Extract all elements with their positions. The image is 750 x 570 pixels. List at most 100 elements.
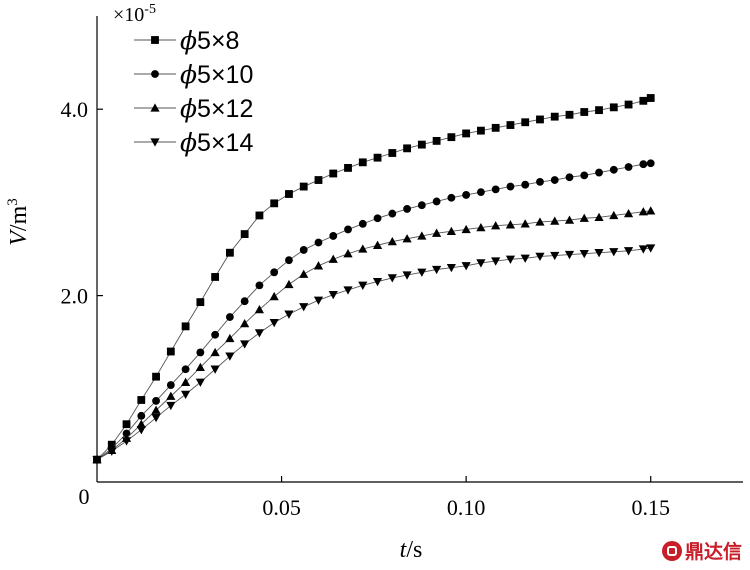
data-point: [107, 447, 117, 456]
data-point: [564, 215, 575, 224]
data-point: [137, 396, 146, 404]
data-point: [594, 212, 604, 221]
data-point: [402, 234, 412, 243]
x-axis-label: t/s: [400, 537, 423, 563]
data-point: [358, 281, 368, 290]
data-point: [240, 297, 249, 306]
data-point: [579, 213, 589, 222]
legend-entry: ϕ5×10: [134, 60, 253, 89]
data-point: [461, 262, 471, 271]
legend-marker: [150, 103, 160, 112]
data-point: [432, 265, 442, 275]
data-point: [446, 226, 456, 235]
data-point: [579, 249, 589, 259]
data-point: [284, 310, 294, 319]
data-point: [180, 377, 191, 386]
data-point: [432, 136, 441, 145]
data-point: [255, 211, 264, 220]
watermark-logo-icon: [661, 540, 682, 561]
data-point: [240, 340, 250, 349]
data-point: [225, 313, 234, 321]
data-point: [210, 347, 220, 357]
data-point: [638, 207, 648, 216]
data-point: [624, 100, 633, 109]
data-point: [313, 261, 324, 270]
legend: ϕ5×8 ϕ5×10 ϕ5×12 ϕ5×14: [134, 26, 253, 157]
data-point: [195, 362, 205, 372]
data-point: [476, 259, 486, 268]
data-point: [328, 290, 338, 300]
legend-marker: [151, 70, 159, 78]
data-point: [446, 263, 456, 273]
series-layer: [92, 94, 656, 465]
data-point: [181, 365, 190, 374]
data-point: [181, 322, 190, 331]
data-point: [609, 165, 618, 174]
data-point: [329, 232, 338, 240]
data-point: [646, 206, 656, 215]
y-axis-label: V/m3: [5, 198, 32, 246]
data-point: [225, 248, 234, 257]
data-point: [550, 176, 559, 184]
data-point: [166, 347, 175, 356]
data-point: [387, 274, 397, 283]
data-point: [520, 254, 530, 263]
series-4: [92, 244, 656, 465]
data-point: [476, 126, 485, 135]
series-2: [93, 159, 655, 464]
series-1: [93, 94, 655, 464]
data-point: [491, 257, 501, 266]
data-point: [299, 246, 308, 254]
data-point: [92, 455, 102, 465]
data-point: [151, 405, 161, 414]
data-point: [491, 185, 500, 194]
y-tick-label: 4.0: [61, 97, 89, 122]
data-point: [373, 214, 382, 223]
data-point: [284, 279, 294, 289]
legend-entry: ϕ5×14: [134, 128, 253, 157]
data-point: [505, 220, 516, 229]
data-point: [225, 352, 235, 361]
data-point: [432, 228, 442, 237]
legend-label: ϕ5×10: [180, 60, 253, 89]
data-point: [240, 230, 249, 238]
data-point: [580, 171, 589, 180]
data-point: [638, 245, 648, 254]
data-point: [462, 191, 471, 199]
data-point: [166, 381, 175, 389]
legend-label: ϕ5×8: [180, 26, 239, 55]
data-point: [240, 318, 250, 328]
data-point: [255, 281, 264, 290]
legend-entry: ϕ5×12: [134, 94, 253, 123]
data-point: [180, 390, 191, 399]
data-point: [343, 249, 353, 258]
data-point: [122, 420, 131, 429]
data-point: [623, 208, 634, 218]
data-point: [372, 277, 383, 287]
data-point: [152, 372, 160, 381]
data-point: [152, 397, 160, 405]
legend-marker: [150, 138, 160, 147]
x-tick-label: 0.05: [262, 495, 301, 520]
data-point: [403, 205, 411, 213]
data-point: [388, 149, 397, 157]
data-point: [550, 251, 560, 261]
data-point: [196, 348, 205, 357]
data-point: [595, 106, 603, 115]
data-point: [166, 391, 176, 400]
data-point: [270, 268, 279, 277]
data-point: [196, 298, 205, 307]
data-point: [646, 159, 655, 168]
data-point: [417, 201, 426, 210]
x-tick-label: 0.10: [447, 495, 486, 520]
y-axis-multiplier: ×10-5: [113, 2, 156, 26]
data-point: [387, 236, 397, 246]
series-line: [96, 162, 651, 460]
data-point: [536, 177, 544, 186]
data-point: [121, 437, 132, 446]
data-point: [535, 252, 545, 262]
data-point: [136, 426, 146, 435]
data-point: [344, 164, 352, 172]
data-point: [210, 365, 220, 374]
series-line: [96, 247, 651, 461]
